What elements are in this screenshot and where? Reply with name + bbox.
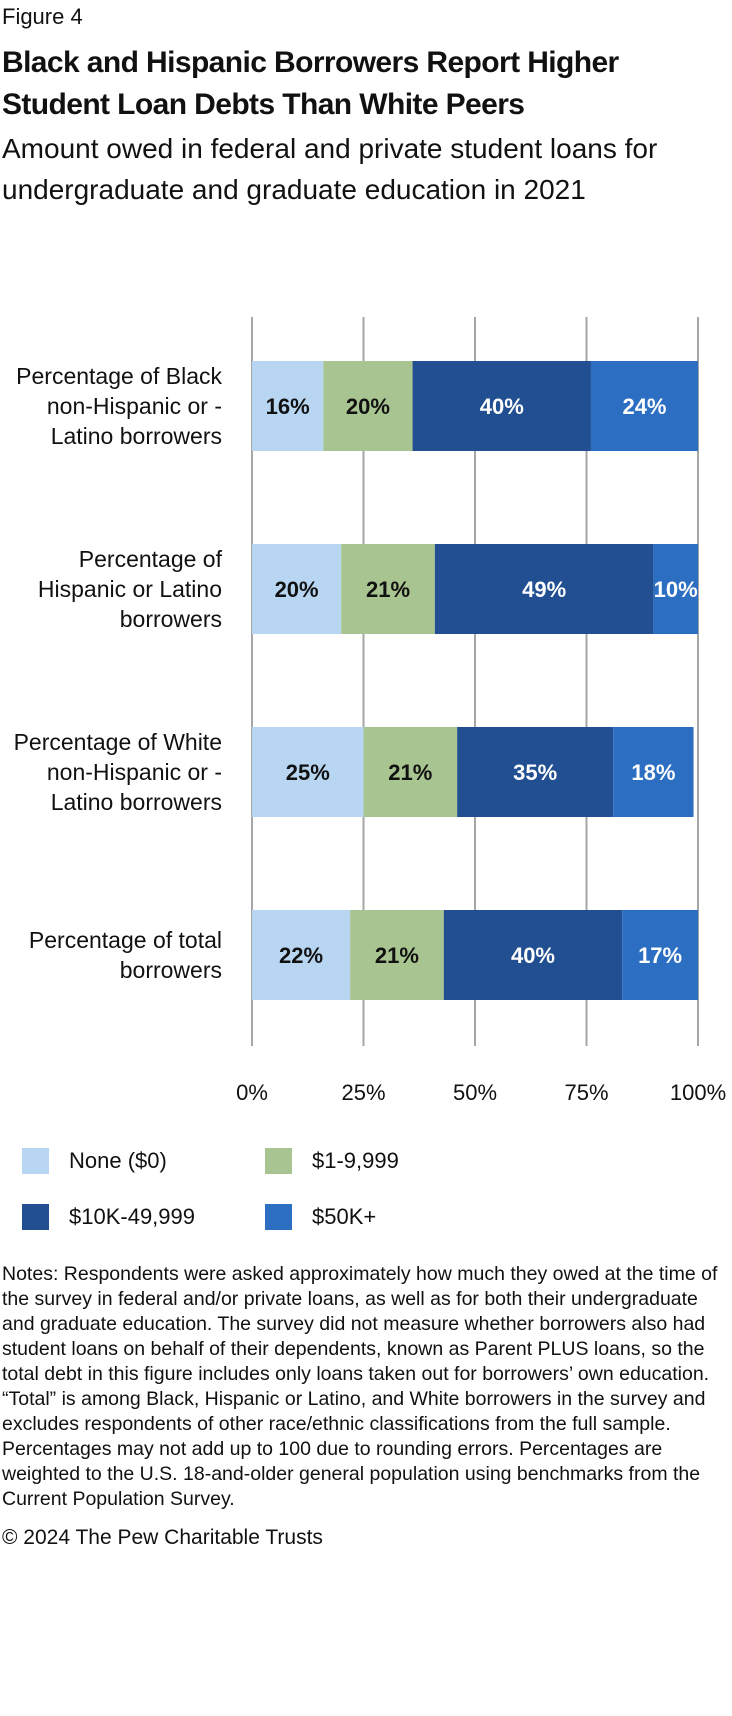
bar-segment <box>443 910 623 1000</box>
data-label: 21% <box>366 577 410 602</box>
legend-label: None ($0) <box>69 1148 167 1173</box>
bar-chart: 16% 20% 40% 24% 20% 21% 49% 10% 25% 21% 35% 18% 22% 2… <box>251 317 699 1046</box>
data-label: 35% <box>513 760 557 785</box>
figure-label: Figure 4 <box>2 4 83 29</box>
bar-segment <box>341 544 435 634</box>
notes: Notes: Respondents were asked approximat… <box>2 1263 718 1510</box>
data-label: 22% <box>279 943 323 968</box>
legend-swatch <box>265 1204 292 1230</box>
data-label: 21% <box>388 760 432 785</box>
bar-segment <box>622 910 698 1000</box>
bar-segment <box>252 361 324 451</box>
copyright: © 2024 The Pew Charitable Trusts <box>2 1526 323 1549</box>
bar-segment <box>363 727 458 817</box>
bar-segment <box>252 910 351 1000</box>
bar-segment <box>613 727 694 817</box>
legend-swatch <box>22 1204 49 1230</box>
data-label: 21% <box>375 943 419 968</box>
chart-subtitle: Amount owed in federal and private stude… <box>2 133 658 205</box>
data-label: 17% <box>638 943 682 968</box>
bar-segment <box>252 727 364 817</box>
data-label: 20% <box>346 394 390 419</box>
chart-footer: Notes: Respondents were asked approximat… <box>2 1262 727 1550</box>
data-label: 25% <box>286 760 330 785</box>
bar-segment <box>457 727 614 817</box>
legend-item: $10K-49,999 <box>22 1204 195 1230</box>
legend-item: $50K+ <box>265 1204 376 1230</box>
bar-segment <box>653 544 698 634</box>
data-label: 24% <box>622 394 666 419</box>
data-label: 20% <box>275 577 319 602</box>
legend-swatch <box>22 1148 49 1174</box>
data-label: 10% <box>654 577 698 602</box>
legend-label: $10K-49,999 <box>69 1204 195 1229</box>
bar-segment <box>434 544 654 634</box>
legend-item: $1-9,999 <box>265 1148 399 1174</box>
chart-header: Figure 4 Black and Hispanic Borrowers Re… <box>2 2 730 210</box>
legend-label: $1-9,999 <box>312 1148 399 1173</box>
x-tick-label: 100% <box>669 1080 727 1105</box>
legend-label: $50K+ <box>312 1204 377 1229</box>
legend-swatch <box>265 1148 292 1174</box>
category-label: Percentage of total borrowers <box>28 927 222 983</box>
data-label: 16% <box>266 394 310 419</box>
legend-item: None ($0) <box>22 1148 167 1174</box>
data-label: 40% <box>480 394 524 419</box>
chart-title: Black and Hispanic Borrowers Report High… <box>2 46 619 121</box>
x-tick-label: 0% <box>236 1080 268 1105</box>
x-tick-label: 75% <box>564 1080 609 1105</box>
bar-segment <box>323 361 413 451</box>
x-tick-label: 25% <box>341 1080 386 1105</box>
category-label: Percentage of Hispanic or Latino borrowe… <box>37 546 222 632</box>
category-label: Percentage of White non-Hispanic or -Lat… <box>13 729 222 815</box>
bar-segment <box>350 910 444 1000</box>
category-label: Percentage of Black non-Hispanic or -Lat… <box>16 363 222 449</box>
x-tick-label: 50% <box>452 1080 498 1105</box>
data-label: 49% <box>522 577 566 602</box>
data-label: 18% <box>631 760 675 785</box>
data-label: 40% <box>511 943 555 968</box>
bar-segment <box>412 361 591 451</box>
bar-segment <box>590 361 698 451</box>
bar-segment <box>252 544 342 634</box>
